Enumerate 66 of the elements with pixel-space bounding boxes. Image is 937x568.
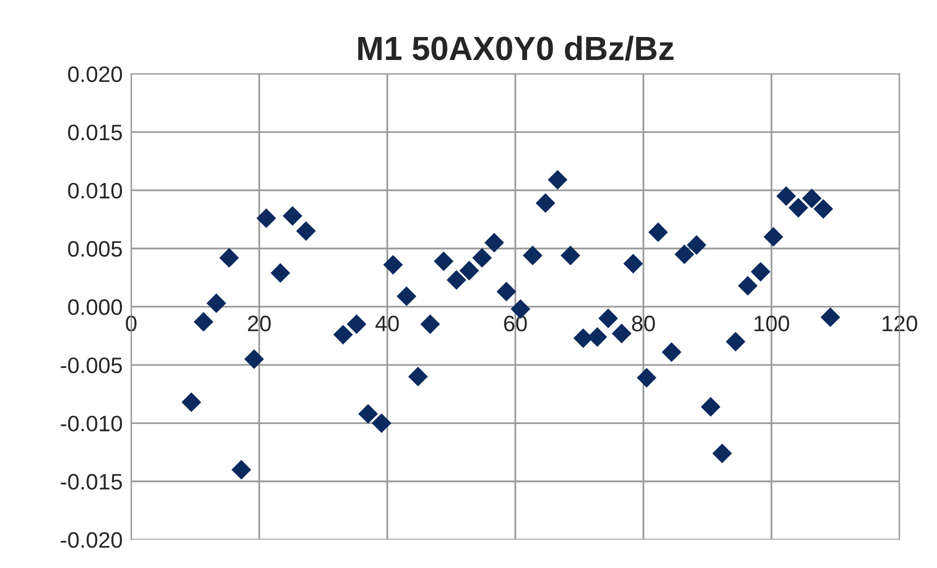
point (738, 276, 758, 296)
y-tick-label: -0.010 (60, 416, 122, 432)
point (372, 414, 392, 433)
y-tick-label: -0.005 (60, 357, 122, 374)
point (764, 227, 783, 246)
x-tick-label: 80 (632, 316, 655, 332)
point (472, 248, 492, 268)
point (560, 246, 580, 266)
y-tick-label: 0.020 (68, 66, 122, 82)
point (712, 444, 732, 463)
x-tick-label: 60 (504, 316, 527, 332)
point (408, 367, 428, 386)
point (820, 308, 840, 327)
point (446, 270, 466, 290)
point (220, 248, 239, 268)
point (206, 294, 226, 313)
point (194, 312, 214, 332)
x-tick-label: 20 (248, 316, 271, 332)
point (396, 286, 416, 306)
point (588, 327, 607, 347)
point (814, 199, 833, 218)
point (802, 188, 822, 208)
point (232, 460, 251, 480)
point (788, 198, 808, 218)
y-tick-label: 0.005 (68, 241, 122, 257)
point (598, 308, 618, 328)
point (270, 263, 290, 282)
point (283, 206, 302, 226)
y-tick-label: 0.000 (68, 299, 122, 315)
chart-title: M1 50AX0Y0 dBz/Bz (358, 36, 674, 61)
point (347, 314, 366, 334)
point (701, 397, 720, 416)
point (548, 170, 568, 190)
point (662, 342, 682, 362)
x-tick-label: 100 (754, 316, 790, 332)
x-tick-label: 120 (882, 316, 918, 332)
point (648, 222, 668, 242)
point (687, 235, 706, 255)
point (751, 262, 770, 282)
point (637, 368, 656, 388)
point (536, 194, 555, 213)
point (334, 325, 353, 344)
y-tick-label: 0.010 (68, 182, 122, 199)
point (624, 254, 643, 274)
point (523, 246, 542, 266)
point (256, 208, 276, 228)
point (244, 350, 264, 369)
y-tick-label: -0.020 (60, 532, 122, 548)
x-tick-label: 40 (375, 316, 399, 332)
point (484, 233, 504, 252)
point (182, 392, 201, 412)
point (358, 404, 378, 424)
y-tick-label: -0.015 (60, 474, 122, 490)
y-tick-label: 0.015 (68, 124, 122, 140)
point (420, 314, 440, 334)
point (460, 261, 479, 280)
point (674, 244, 694, 264)
point (574, 328, 593, 348)
point (434, 252, 454, 271)
point (776, 186, 796, 206)
point (612, 324, 632, 344)
point (496, 282, 516, 302)
point (296, 222, 316, 241)
point (726, 332, 746, 352)
x-tick-label: 0 (126, 316, 136, 332)
point (384, 255, 403, 274)
